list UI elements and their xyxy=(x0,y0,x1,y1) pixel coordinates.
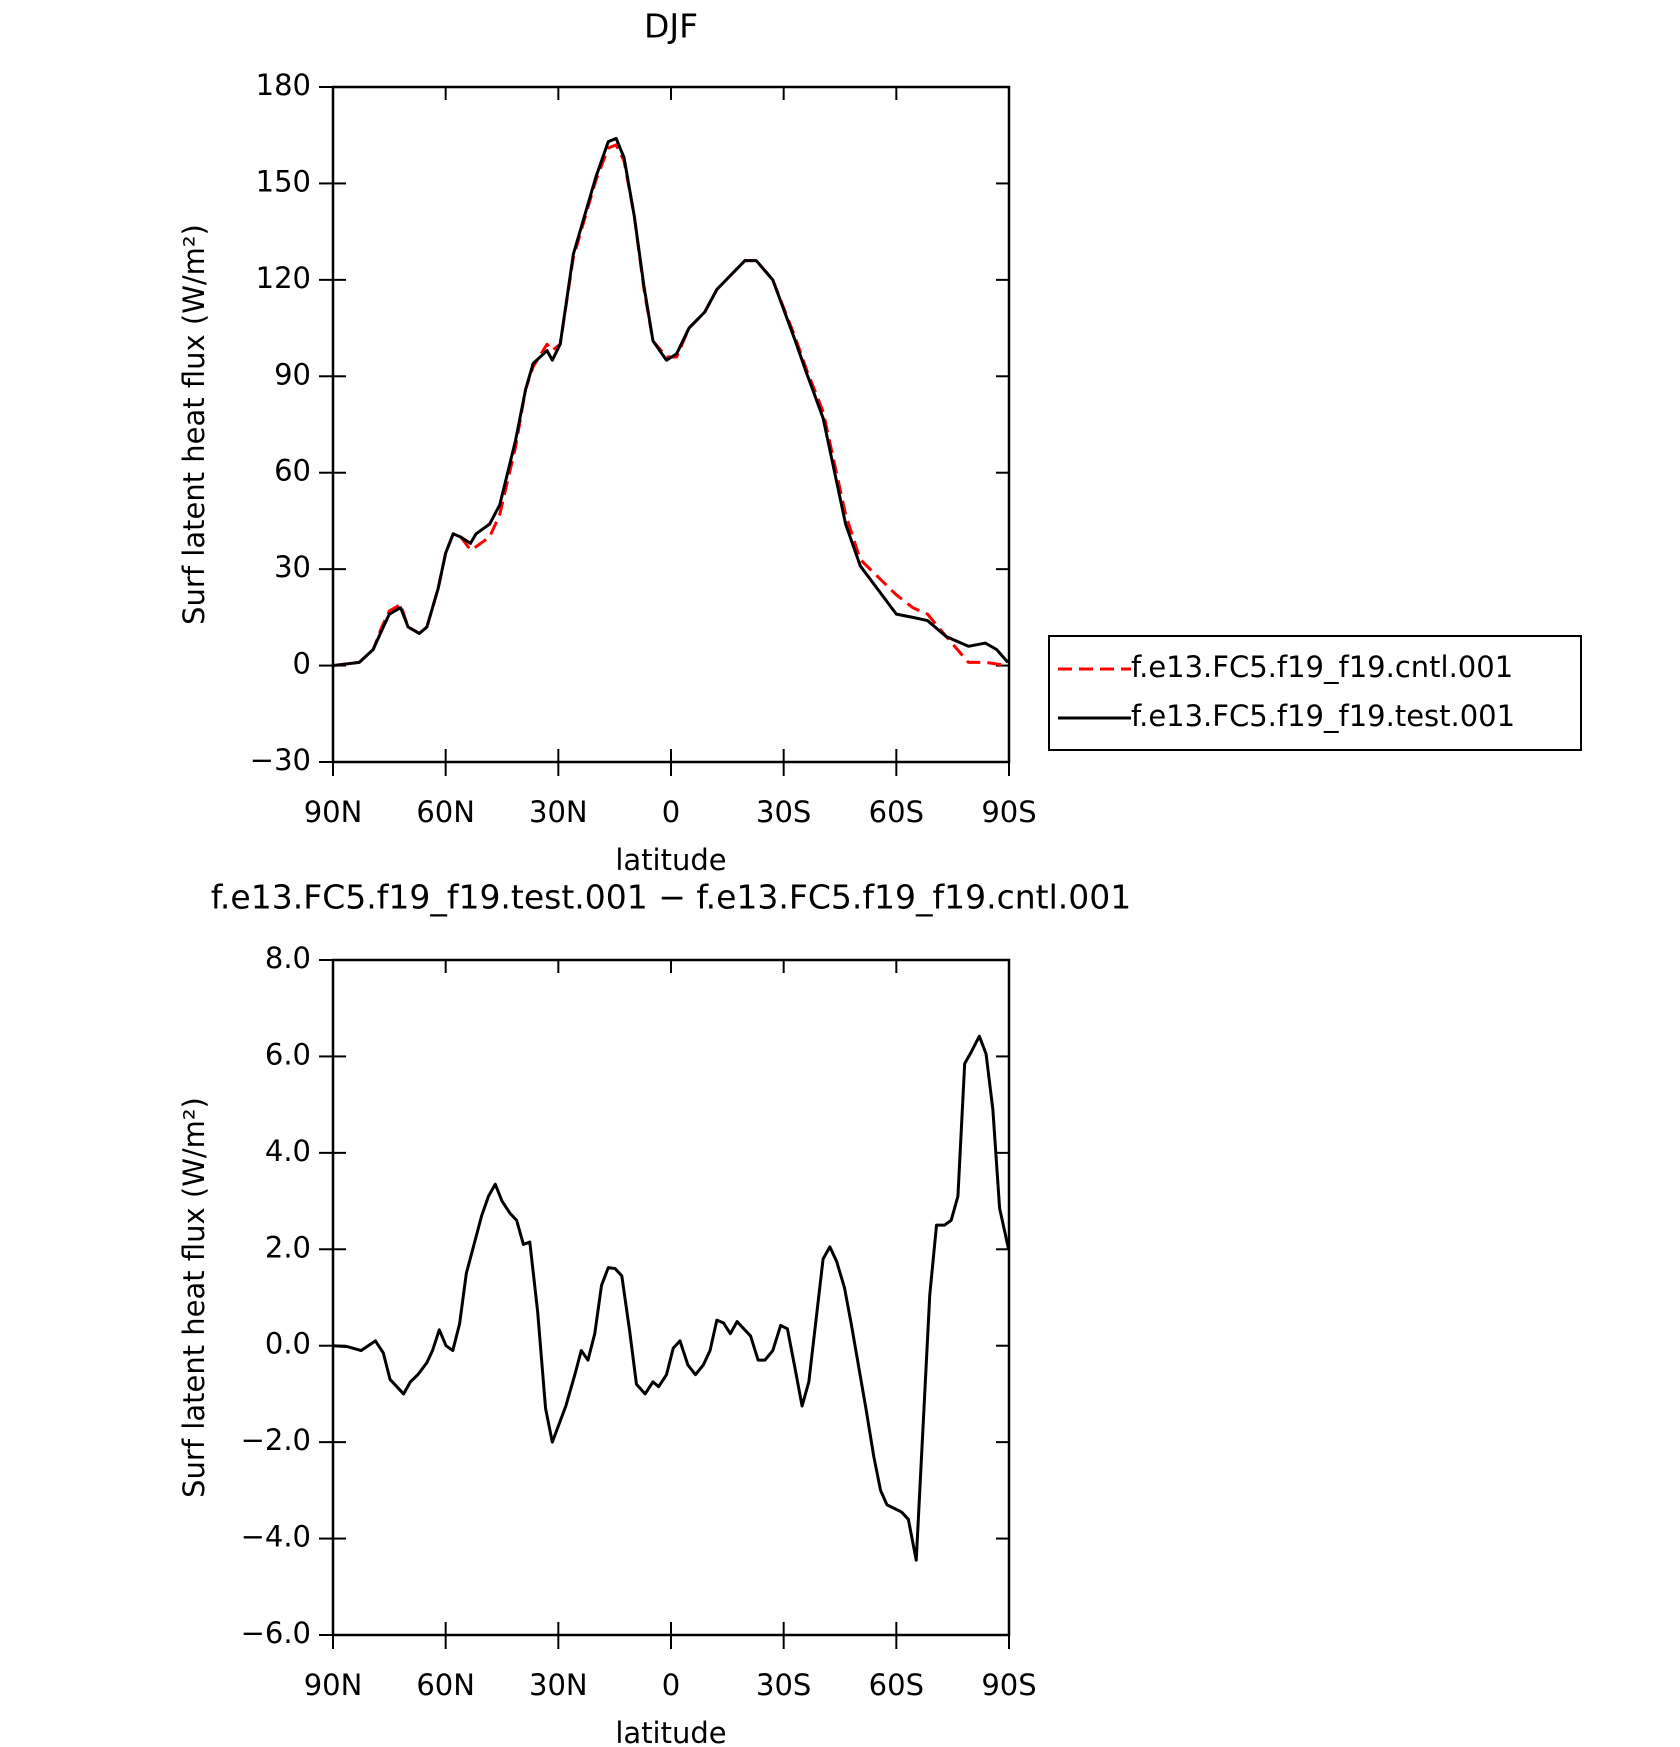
y-tick-label: 120 xyxy=(256,261,311,295)
x-tick-label: 90S xyxy=(981,795,1036,829)
y-tick-label: 0 xyxy=(293,647,311,681)
y-tick-label: 150 xyxy=(256,164,311,198)
y-tick-label: −6.0 xyxy=(241,1616,311,1650)
y-tick-label: 60 xyxy=(274,454,311,488)
plot-frame xyxy=(331,85,1011,764)
y-tick-label: −30 xyxy=(250,743,311,777)
data-line xyxy=(332,136,1009,668)
plot-frame xyxy=(331,958,1011,1637)
x-tick-label: 60N xyxy=(416,795,475,829)
legend-label: f.e13.FC5.f19_f19.test.001 xyxy=(1131,699,1515,733)
legend-label: f.e13.FC5.f19_f19.cntl.001 xyxy=(1131,650,1513,684)
x-axis-label: latitude xyxy=(615,843,726,877)
x-tick-label: 90S xyxy=(981,1668,1036,1702)
y-tick-label: 0.0 xyxy=(265,1327,311,1361)
y-tick-label: 2.0 xyxy=(265,1230,311,1264)
x-tick-label: 60N xyxy=(416,1668,475,1702)
x-tick-label: 90N xyxy=(304,1668,363,1702)
x-tick-label: 30S xyxy=(756,795,811,829)
y-axis-label: Surf latent heat flux (W/m²) xyxy=(177,224,211,625)
x-axis-label: latitude xyxy=(615,1716,726,1747)
y-tick-label: −4.0 xyxy=(241,1520,311,1554)
x-tick-label: 60S xyxy=(869,1668,924,1702)
chart-title: f.e13.FC5.f19_f19.test.001 − f.e13.FC5.f… xyxy=(211,878,1132,917)
x-tick-label: 30N xyxy=(529,1668,588,1702)
legend-box xyxy=(1048,635,1582,751)
x-tick-label: 30N xyxy=(529,795,588,829)
y-tick-label: 8.0 xyxy=(265,941,311,975)
y-axis-label: Surf latent heat flux (W/m²) xyxy=(177,1097,211,1498)
data-line xyxy=(332,143,1009,668)
x-tick-label: 90N xyxy=(304,795,363,829)
chart-title: DJF xyxy=(644,7,698,46)
x-tick-label: 30S xyxy=(756,1668,811,1702)
data-line xyxy=(332,1034,1011,1562)
x-tick-label: 0 xyxy=(662,1668,680,1702)
y-tick-label: 4.0 xyxy=(265,1134,311,1168)
y-tick-label: −2.0 xyxy=(241,1423,311,1457)
x-tick-label: 0 xyxy=(662,795,680,829)
y-tick-label: 180 xyxy=(256,68,311,102)
x-tick-label: 60S xyxy=(869,795,924,829)
y-tick-label: 90 xyxy=(274,357,311,391)
y-tick-label: 30 xyxy=(274,550,311,584)
y-tick-label: 6.0 xyxy=(265,1037,311,1071)
